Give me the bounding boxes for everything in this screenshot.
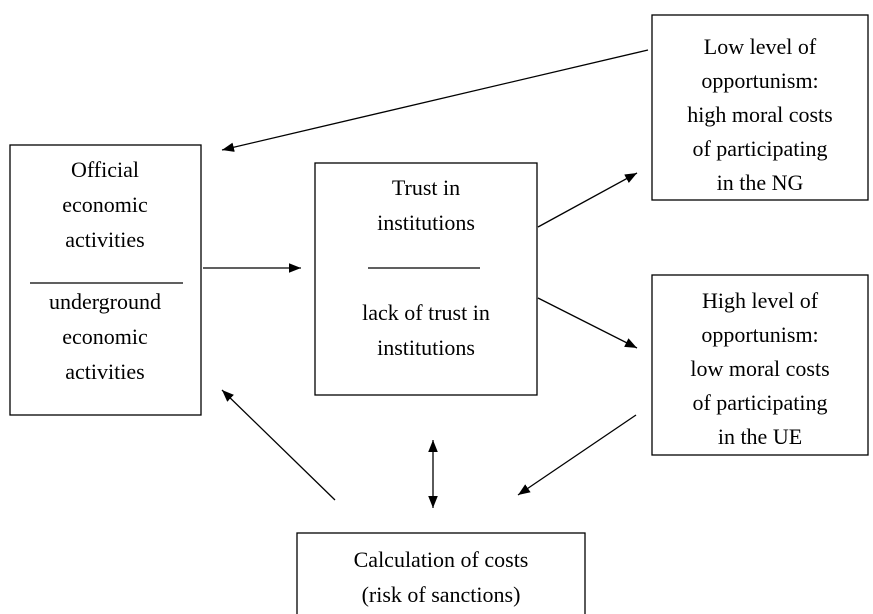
node-box bbox=[651, 274, 869, 456]
node-text: institutions bbox=[377, 335, 475, 360]
node-text: in the NG bbox=[717, 170, 804, 195]
node-text: Trust in bbox=[392, 175, 460, 200]
node-text: of participating bbox=[692, 390, 827, 415]
arrow bbox=[537, 297, 638, 349]
node-text: Official bbox=[71, 157, 139, 182]
arrow bbox=[221, 389, 336, 501]
node-text: activities bbox=[65, 227, 144, 252]
node-text: in the UE bbox=[718, 424, 802, 449]
node-text: High level of bbox=[702, 288, 819, 313]
node-text: (risk of sanctions) bbox=[362, 582, 521, 607]
node-box bbox=[651, 14, 869, 201]
arrow bbox=[517, 414, 637, 496]
arrow bbox=[221, 49, 649, 152]
node-text: institutions bbox=[377, 210, 475, 235]
node-text: low moral costs bbox=[690, 356, 829, 381]
node-text: Low level of bbox=[704, 34, 817, 59]
node-box bbox=[296, 532, 586, 614]
node-text: underground bbox=[49, 289, 161, 314]
node-text: economic bbox=[62, 192, 148, 217]
node-text: activities bbox=[65, 359, 144, 384]
node-text: high moral costs bbox=[687, 102, 832, 127]
node-text: opportunism: bbox=[701, 322, 818, 347]
node-text: of participating bbox=[692, 136, 827, 161]
node-text: opportunism: bbox=[701, 68, 818, 93]
node-text: lack of trust in bbox=[362, 300, 490, 325]
node-box bbox=[314, 162, 538, 396]
arrow bbox=[537, 172, 638, 228]
node-text: Calculation of costs bbox=[354, 547, 529, 572]
node-text: economic bbox=[62, 324, 148, 349]
node-box bbox=[9, 144, 202, 416]
